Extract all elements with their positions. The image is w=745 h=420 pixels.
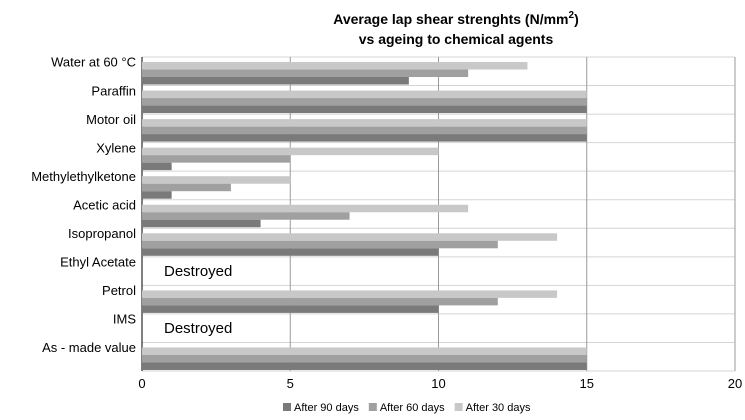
- bar: [142, 134, 587, 142]
- category-label: Methylethylketone: [31, 169, 136, 184]
- category-label: Paraffin: [91, 83, 136, 98]
- legend-label: After 60 days: [380, 402, 445, 414]
- legend-label: After 90 days: [294, 402, 359, 414]
- x-tick-label: 10: [431, 376, 445, 391]
- bar: [142, 248, 439, 256]
- legend-swatch: [454, 403, 463, 411]
- x-tick-label: 5: [287, 376, 294, 391]
- bar: [142, 90, 587, 99]
- bar: [142, 204, 469, 213]
- bar: [142, 347, 587, 355]
- legend-label: After 30 days: [466, 402, 531, 414]
- bar: [142, 290, 558, 298]
- bar: [142, 191, 172, 199]
- bar: [142, 162, 172, 171]
- bar: [142, 297, 498, 306]
- legend-swatch: [283, 403, 291, 411]
- bar: [142, 176, 291, 184]
- category-label: Ethyl Acetate: [60, 255, 136, 270]
- x-tick-label: 20: [728, 376, 742, 391]
- x-tick-label: 15: [580, 376, 594, 391]
- bar: [142, 147, 439, 156]
- category-label: Water at 60 °C: [51, 55, 136, 70]
- bar: [142, 212, 350, 220]
- bar: [142, 69, 469, 78]
- chart-title-line2: vs ageing to chemical agents: [359, 31, 554, 47]
- bar: [142, 233, 558, 241]
- bar: [142, 305, 439, 313]
- bar: [142, 105, 587, 114]
- category-label: Petrol: [102, 283, 136, 298]
- bar: [142, 183, 231, 192]
- bar: [142, 98, 587, 106]
- category-label: IMS: [113, 312, 136, 327]
- bar: [142, 155, 291, 163]
- category-label: Acetic acid: [73, 197, 136, 212]
- bar: [142, 240, 498, 249]
- chart-title-line1: Average lap shear strenghts (N/mm2): [333, 10, 578, 27]
- bar: [142, 119, 587, 127]
- bar: [142, 354, 587, 363]
- bar: [142, 77, 409, 85]
- category-label: As - made value: [42, 340, 136, 355]
- plot-area: 0 5 10 15 20 Water at 60 °C Paraffin Motor oil X…: [31, 55, 742, 391]
- category-label: Isopropanol: [68, 226, 136, 241]
- bar: [142, 219, 261, 228]
- legend-swatch: [368, 403, 377, 411]
- bar: [142, 362, 587, 370]
- bar: [142, 62, 528, 70]
- x-tick-label: 0: [138, 376, 145, 391]
- legend: After 90 days After 60 days After 30 days: [283, 402, 531, 414]
- destroyed-annotation: Destroyed: [164, 263, 232, 280]
- category-label: Xylene: [96, 140, 136, 155]
- bar: [142, 126, 587, 135]
- category-label: Motor oil: [86, 112, 136, 127]
- destroyed-annotation: Destroyed: [164, 320, 232, 337]
